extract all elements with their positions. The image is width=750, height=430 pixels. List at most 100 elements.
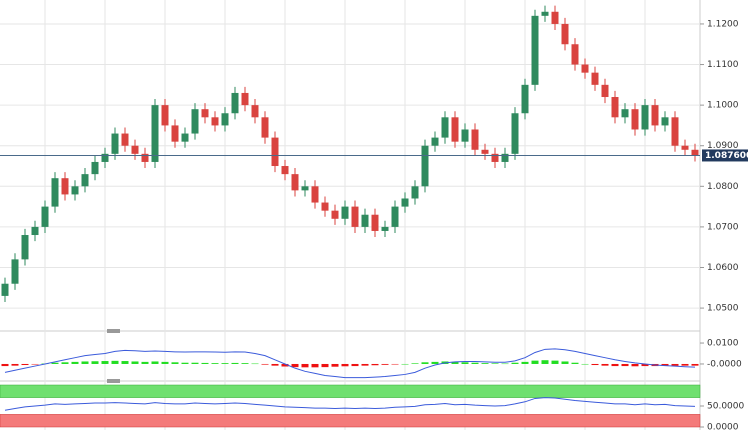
macd-histogram-bar xyxy=(121,361,129,364)
candle-body xyxy=(381,226,389,231)
candle-body xyxy=(501,153,509,162)
macd-histogram-bar xyxy=(111,360,119,364)
macd-histogram-bar xyxy=(551,360,559,364)
y-tick-label: 50.0000 xyxy=(707,402,744,412)
macd-histogram-bar xyxy=(81,361,89,364)
candle-body xyxy=(91,161,99,175)
candle-body xyxy=(61,178,69,195)
macd-histogram-bar xyxy=(301,363,309,368)
macd-histogram-bar xyxy=(561,361,569,364)
candle-body xyxy=(301,186,309,191)
candle-body xyxy=(111,133,119,154)
y-tick-label: 0.0100 xyxy=(707,339,739,349)
macd-histogram-bar xyxy=(491,363,499,364)
oscillator-line xyxy=(4,397,696,411)
resize-handle[interactable] xyxy=(107,379,120,383)
candle-body xyxy=(201,109,209,118)
macd-histogram-bar xyxy=(531,360,539,364)
macd-histogram-bar xyxy=(191,362,199,364)
macd-histogram-bar xyxy=(401,363,409,365)
macd-histogram-bar xyxy=(211,363,219,364)
resize-handle[interactable] xyxy=(107,329,120,333)
macd-histogram-bar xyxy=(541,360,549,364)
candle-body xyxy=(601,84,609,98)
oversold-zone xyxy=(0,414,701,428)
candle-body xyxy=(251,105,259,118)
y-tick-label: 1.0900 xyxy=(707,141,739,151)
candle-body xyxy=(631,109,639,130)
macd-histogram-bar xyxy=(331,363,339,367)
candle-body xyxy=(551,11,559,24)
candle-body xyxy=(71,186,79,195)
y-tick-label: 1.1000 xyxy=(707,101,739,111)
macd-histogram-bar xyxy=(31,363,39,365)
candle-body xyxy=(41,206,49,227)
macd-histogram-bar xyxy=(201,362,209,364)
candle-body xyxy=(131,145,139,154)
macd-histogram-bar xyxy=(591,363,599,366)
candle-body xyxy=(411,186,419,199)
last-price-box xyxy=(702,149,748,162)
candle-body xyxy=(571,44,579,65)
candle-body xyxy=(541,11,549,16)
macd-histogram-bar xyxy=(371,363,379,366)
macd-histogram-bar xyxy=(1,363,9,367)
candle-body xyxy=(691,149,699,156)
candle-body xyxy=(461,129,469,142)
candle-body xyxy=(511,113,519,154)
macd-histogram-bar xyxy=(471,362,479,364)
macd-histogram-bar xyxy=(291,363,299,368)
candle-body xyxy=(181,133,189,142)
macd-histogram-bar xyxy=(451,361,459,364)
candle-body xyxy=(451,117,459,142)
macd-histogram-bar xyxy=(671,363,679,366)
candle-body xyxy=(351,206,359,227)
macd-histogram-bar xyxy=(691,363,699,366)
macd-histogram-bar xyxy=(621,363,629,367)
candle-body xyxy=(221,113,229,126)
macd-histogram-bar xyxy=(351,363,359,367)
candle-body xyxy=(311,186,319,203)
macd-histogram-bar xyxy=(381,363,389,365)
y-tick-label: 1.0800 xyxy=(707,182,739,192)
y-tick-label: 0.0000 xyxy=(707,423,739,430)
macd-histogram-bar xyxy=(681,363,689,366)
candle-body xyxy=(151,105,159,162)
y-tick-label: 1.0500 xyxy=(707,304,739,314)
candle-body xyxy=(321,202,329,211)
macd-histogram-bar xyxy=(321,363,329,368)
candle-body xyxy=(81,174,89,187)
last-price-label: 1.087600 xyxy=(705,151,750,161)
candle-body xyxy=(521,84,529,114)
macd-histogram-bar xyxy=(511,362,519,364)
macd-histogram-bar xyxy=(281,363,289,367)
candle-body xyxy=(371,214,379,231)
macd-histogram-bar xyxy=(51,362,59,364)
candle-body xyxy=(211,117,219,126)
candle-body xyxy=(101,153,109,162)
macd-histogram-bar xyxy=(521,361,529,364)
macd-histogram-bar xyxy=(181,362,189,364)
macd-line xyxy=(4,348,696,379)
macd-histogram-bar xyxy=(261,363,269,365)
y-tick-label: -0.0000 xyxy=(707,359,742,369)
candle-body xyxy=(421,145,429,187)
macd-histogram-bar xyxy=(251,363,259,365)
macd-histogram-bar xyxy=(581,363,589,365)
macd-histogram-bar xyxy=(481,363,489,364)
macd-histogram-bar xyxy=(501,363,509,365)
macd-histogram-bar xyxy=(391,363,399,365)
candle-body xyxy=(531,15,539,85)
candle-body xyxy=(611,97,619,118)
macd-histogram-bar xyxy=(341,363,349,367)
macd-histogram-bar xyxy=(21,363,29,366)
candle-body xyxy=(141,153,149,162)
candle-body xyxy=(431,137,439,146)
candle-body xyxy=(291,174,299,191)
macd-histogram-bar xyxy=(241,363,249,364)
candle-body xyxy=(651,105,659,126)
macd-histogram-bar xyxy=(361,363,369,366)
macd-histogram-bar xyxy=(271,363,279,366)
candle-body xyxy=(641,105,649,130)
macd-histogram-bar xyxy=(161,361,169,364)
